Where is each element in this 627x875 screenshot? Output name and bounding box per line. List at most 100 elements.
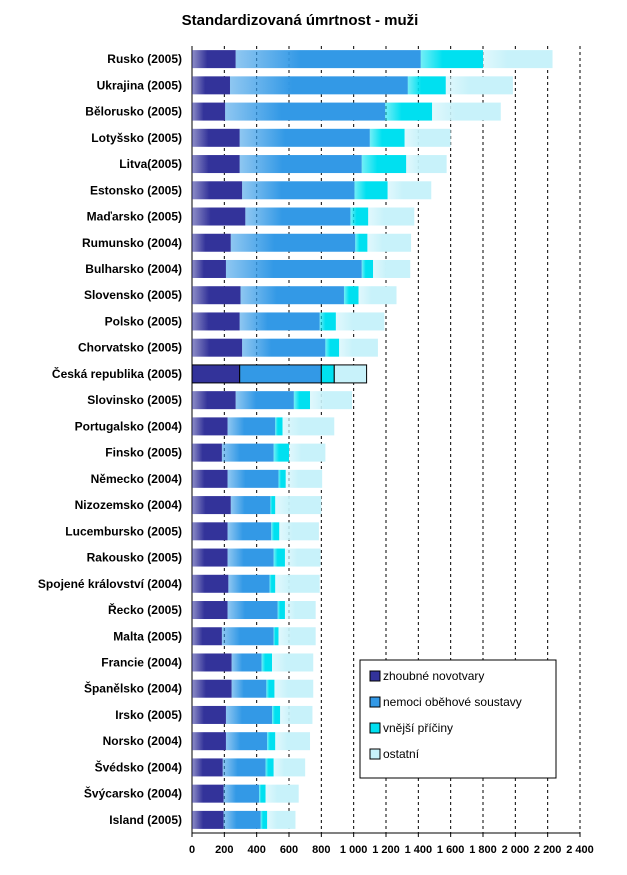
bar-segment [230, 233, 356, 252]
bar-segment [192, 50, 236, 69]
bar-segment [275, 732, 311, 751]
category-label: Spojené království (2004) [38, 577, 182, 591]
bar-segment [261, 653, 273, 672]
bar-segment [267, 732, 276, 751]
bar-segment [373, 259, 411, 278]
category-label: Slovinsko (2005) [87, 393, 182, 407]
x-tick-label: 1 000 [340, 844, 368, 856]
bar-segment [192, 705, 226, 724]
bar-segment [432, 102, 501, 121]
bar-segment [192, 496, 231, 515]
category-label: Nizozemsko (2004) [75, 498, 182, 512]
bar-segment [192, 128, 240, 147]
legend-label: zhoubné novotvary [383, 669, 484, 683]
x-tick-label: 800 [312, 844, 330, 856]
bar-segment [192, 758, 223, 777]
bar-segment [293, 391, 311, 410]
bar-segment [192, 338, 243, 357]
bar-segment [239, 128, 370, 147]
x-tick-label: 600 [280, 844, 298, 856]
bar-segment [223, 810, 261, 829]
bar-segment [192, 207, 246, 226]
category-label: Slovensko (2005) [84, 288, 182, 302]
bar-segment [271, 522, 280, 541]
bar-segment [273, 758, 306, 777]
category-label: Bulharsko (2004) [85, 262, 182, 276]
bar-segment [235, 50, 421, 69]
category-label: Litva(2005) [119, 157, 182, 171]
bar-segment [367, 233, 412, 252]
bar-segment [285, 469, 323, 488]
bar-segment [230, 496, 271, 515]
bar-segment [239, 312, 320, 331]
bar-segment [223, 784, 260, 803]
bar-segment [404, 128, 451, 147]
bar-segment [192, 810, 224, 829]
bar-segment [192, 679, 232, 698]
bar-segment [265, 758, 274, 777]
x-tick-label: 1 600 [437, 844, 465, 856]
bar-segment [280, 705, 313, 724]
bar-segment [273, 627, 279, 646]
bar-segment [387, 181, 432, 200]
bar-segment [235, 391, 294, 410]
category-label: Španělsko (2004) [84, 681, 182, 696]
x-tick-label: 400 [247, 844, 265, 856]
category-label: Portugalsko (2004) [75, 419, 182, 433]
bar-segment [227, 417, 276, 436]
bar-segment [282, 417, 335, 436]
bar-segment [274, 679, 314, 698]
legend: zhoubné novotvary nemoci oběhové soustavy… [359, 659, 557, 779]
category-label: Rumunsko (2004) [82, 236, 182, 250]
bar-segment [221, 443, 274, 462]
category-label: Řecko (2005) [108, 602, 182, 617]
legend-label: vnější příčiny [383, 721, 453, 735]
category-label: Norsko (2004) [103, 734, 182, 748]
bar-segment [192, 601, 228, 620]
bar-segment [192, 312, 240, 331]
bar-segment [355, 233, 368, 252]
bar-segment [407, 76, 446, 95]
x-tick-label: 2 200 [534, 844, 562, 856]
bar-segment [275, 417, 283, 436]
bar-segment [277, 601, 285, 620]
bar-segment [333, 364, 368, 384]
bar-segment [192, 233, 231, 252]
bar-segment [343, 286, 359, 305]
bar-segment [445, 76, 513, 95]
bar-segment [420, 50, 483, 69]
bar-segment [192, 522, 228, 541]
category-label: Bělorusko (2005) [85, 105, 182, 119]
bar-segment [225, 732, 268, 751]
x-tick-label: 1 400 [405, 844, 433, 856]
bar-segment [350, 207, 369, 226]
bar-segment [225, 102, 386, 121]
bar-segment [192, 574, 229, 593]
chart-title: Standardizovaná úmrtnost - muži [182, 12, 419, 29]
category-label: Polsko (2005) [105, 314, 182, 328]
bar-segment [192, 784, 224, 803]
bar-segment [369, 128, 405, 147]
bar-segment [192, 259, 226, 278]
bar-segment [275, 574, 320, 593]
bar-segment [192, 76, 230, 95]
legend-swatch [369, 670, 381, 682]
category-label: Švédsko (2004) [95, 759, 182, 774]
bar-segment [265, 784, 299, 803]
bar-segment [227, 522, 272, 541]
bar-segment [192, 286, 241, 305]
category-label: Ukrajina (2005) [97, 78, 182, 92]
x-tick-label: 0 [189, 844, 195, 856]
legend-swatch [369, 696, 381, 708]
category-label: Rakousko (2005) [87, 551, 182, 565]
bar-segment [325, 338, 340, 357]
bar-segment [192, 417, 228, 436]
bar-segment [266, 679, 275, 698]
x-tick-label: 200 [215, 844, 233, 856]
bar-segment [361, 259, 374, 278]
bar-segment [289, 443, 326, 462]
bar-segment [272, 653, 314, 672]
bar-segment [275, 496, 322, 515]
bar-segment [310, 391, 353, 410]
x-tick-label: 1 800 [469, 844, 497, 856]
